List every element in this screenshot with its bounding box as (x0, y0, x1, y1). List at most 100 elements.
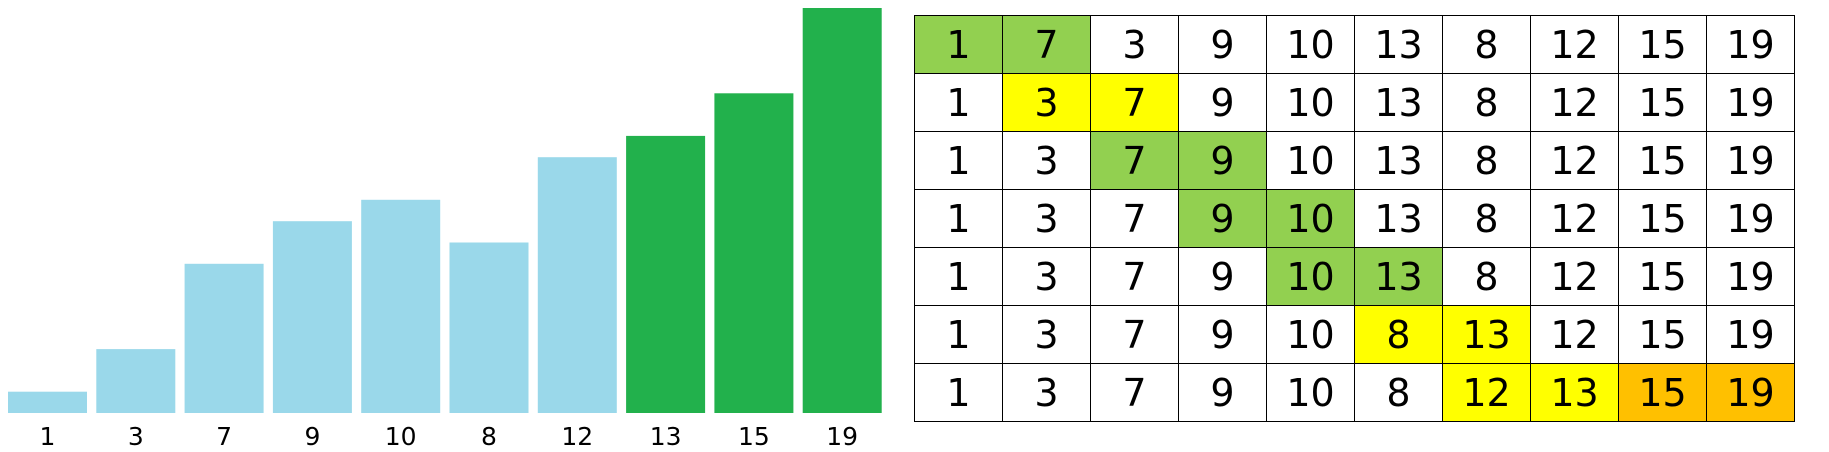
grid-cell: 8 (1442, 15, 1531, 74)
grid-cell: 9 (1178, 15, 1267, 74)
grid-cell: 3 (1002, 305, 1091, 364)
grid-cell: 12 (1530, 247, 1619, 306)
grid-cell: 7 (1090, 305, 1179, 364)
grid-cell: 15 (1618, 247, 1707, 306)
x-tick-label: 19 (826, 422, 858, 451)
grid-cell: 8 (1354, 305, 1443, 364)
grid-cell: 19 (1706, 363, 1795, 422)
grid-cell: 12 (1530, 131, 1619, 190)
grid-cell: 9 (1178, 305, 1267, 364)
grid-cell: 15 (1618, 15, 1707, 74)
grid-cell: 13 (1354, 73, 1443, 132)
grid-cell: 10 (1266, 131, 1355, 190)
grid-row: 1 3 7 9 10 8 12 13 15 19 (914, 363, 1795, 422)
x-tick-label: 10 (385, 422, 417, 451)
bar-10 (361, 199, 441, 413)
grid-cell: 19 (1706, 305, 1795, 364)
grid-cell: 9 (1178, 73, 1267, 132)
grid-cell: 8 (1442, 73, 1531, 132)
grid-cell: 12 (1530, 189, 1619, 248)
grid-cell: 10 (1266, 305, 1355, 364)
grid-cell: 13 (1354, 189, 1443, 248)
grid-cell: 1 (914, 73, 1003, 132)
grid-cell: 19 (1706, 189, 1795, 248)
grid-cell: 19 (1706, 247, 1795, 306)
sort-steps-grid: 1 7 3 9 10 13 8 12 15 19 1 3 7 9 10 13 8 12 15 19 1 3 7 9 10 13 8 1… (914, 15, 1795, 422)
bar-13 (626, 135, 706, 413)
grid-cell: 9 (1178, 363, 1267, 422)
grid-cell: 10 (1266, 15, 1355, 74)
grid-cell: 19 (1706, 131, 1795, 190)
grid-cell: 7 (1002, 15, 1091, 74)
grid-cell: 7 (1090, 247, 1179, 306)
grid-cell: 3 (1002, 189, 1091, 248)
grid-cell: 9 (1178, 189, 1267, 248)
grid-cell: 10 (1266, 189, 1355, 248)
x-tick-label: 15 (738, 422, 770, 451)
bar-3 (96, 349, 176, 413)
bar-15 (714, 93, 794, 414)
grid-row: 1 3 7 9 10 13 8 12 15 19 (914, 73, 1795, 132)
x-tick-label: 9 (304, 422, 320, 451)
grid-row: 1 3 7 9 10 8 13 12 15 19 (914, 305, 1795, 364)
grid-row: 1 3 7 9 10 13 8 12 15 19 (914, 189, 1795, 248)
grid-cell: 15 (1618, 305, 1707, 364)
x-tick-label: 12 (561, 422, 593, 451)
grid-cell: 7 (1090, 73, 1179, 132)
bar-19 (802, 8, 882, 413)
grid-cell: 19 (1706, 15, 1795, 74)
grid-cell: 3 (1002, 131, 1091, 190)
bar-7 (184, 263, 264, 413)
grid-row: 1 7 3 9 10 13 8 12 15 19 (914, 15, 1795, 74)
grid-cell: 8 (1442, 247, 1531, 306)
grid-cell: 8 (1354, 363, 1443, 422)
grid-cell: 1 (914, 131, 1003, 190)
bar-9 (272, 221, 352, 413)
grid-cell: 7 (1090, 131, 1179, 190)
grid-cell: 13 (1354, 247, 1443, 306)
grid-cell: 3 (1002, 73, 1091, 132)
grid-row: 1 3 7 9 10 13 8 12 15 19 (914, 247, 1795, 306)
grid-cell: 1 (914, 247, 1003, 306)
grid-cell: 15 (1618, 189, 1707, 248)
grid-cell: 10 (1266, 363, 1355, 422)
grid-cell: 3 (1002, 363, 1091, 422)
grid-cell: 12 (1442, 363, 1531, 422)
grid-cell: 8 (1442, 131, 1531, 190)
grid-cell: 9 (1178, 247, 1267, 306)
grid-cell: 12 (1530, 15, 1619, 74)
x-tick-label: 13 (650, 422, 682, 451)
bar-chart: 1 3 7 9 10 8 12 13 15 19 (8, 8, 882, 451)
grid-cell: 13 (1354, 15, 1443, 74)
x-tick-label: 8 (481, 422, 497, 451)
grid-cell: 15 (1618, 363, 1707, 422)
grid-cell: 13 (1354, 131, 1443, 190)
grid-cell: 1 (914, 189, 1003, 248)
grid-cell: 7 (1090, 363, 1179, 422)
grid-cell: 8 (1442, 189, 1531, 248)
grid-cell: 3 (1090, 15, 1179, 74)
grid-cell: 1 (914, 363, 1003, 422)
grid-cell: 7 (1090, 189, 1179, 248)
bar-12 (537, 157, 617, 413)
grid-body: 1 7 3 9 10 13 8 12 15 19 1 3 7 9 10 13 8 12 15 19 1 3 7 9 10 13 8 1… (914, 15, 1795, 422)
grid-cell: 13 (1530, 363, 1619, 422)
grid-cell: 1 (914, 15, 1003, 74)
grid-cell: 10 (1266, 73, 1355, 132)
bar-8 (449, 242, 529, 413)
grid-cell: 12 (1530, 73, 1619, 132)
x-tick-label: 3 (128, 422, 144, 451)
grid-cell: 15 (1618, 131, 1707, 190)
x-tick-label: 1 (40, 422, 56, 451)
grid-cell: 3 (1002, 247, 1091, 306)
bar-1 (8, 391, 87, 413)
grid-row: 1 3 7 9 10 13 8 12 15 19 (914, 131, 1795, 190)
grid-cell: 9 (1178, 131, 1267, 190)
grid-cell: 19 (1706, 73, 1795, 132)
grid-cell: 12 (1530, 305, 1619, 364)
grid-cell: 1 (914, 305, 1003, 364)
grid-cell: 13 (1442, 305, 1531, 364)
x-tick-label: 7 (216, 422, 232, 451)
grid-cell: 10 (1266, 247, 1355, 306)
grid-cell: 15 (1618, 73, 1707, 132)
